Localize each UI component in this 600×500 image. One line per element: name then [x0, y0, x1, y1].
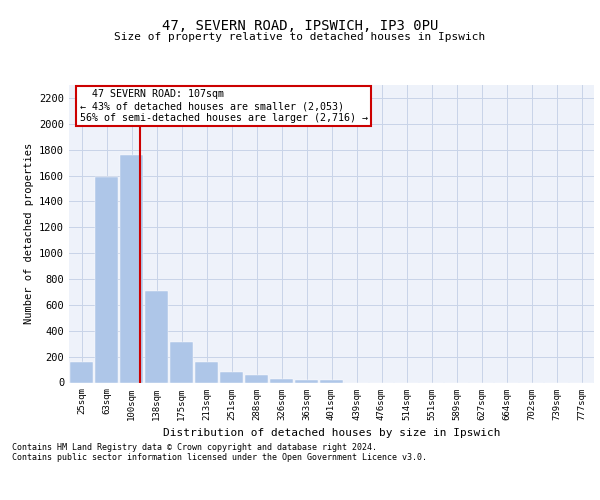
Text: 47 SEVERN ROAD: 107sqm
← 43% of detached houses are smaller (2,053)
56% of semi-: 47 SEVERN ROAD: 107sqm ← 43% of detached… — [79, 90, 367, 122]
Text: Size of property relative to detached houses in Ipswich: Size of property relative to detached ho… — [115, 32, 485, 42]
Text: Contains HM Land Registry data © Crown copyright and database right 2024.: Contains HM Land Registry data © Crown c… — [12, 442, 377, 452]
Y-axis label: Number of detached properties: Number of detached properties — [23, 143, 34, 324]
Bar — [270, 378, 293, 382]
Text: Contains public sector information licensed under the Open Government Licence v3: Contains public sector information licen… — [12, 452, 427, 462]
Bar — [70, 362, 93, 382]
Bar — [295, 380, 318, 382]
Bar — [95, 177, 118, 382]
Bar — [220, 372, 243, 382]
Bar — [245, 376, 268, 382]
Bar — [120, 155, 143, 382]
Bar — [320, 380, 343, 382]
Bar — [145, 290, 168, 382]
Bar — [195, 362, 218, 382]
X-axis label: Distribution of detached houses by size in Ipswich: Distribution of detached houses by size … — [163, 428, 500, 438]
Text: 47, SEVERN ROAD, IPSWICH, IP3 0PU: 47, SEVERN ROAD, IPSWICH, IP3 0PU — [162, 19, 438, 33]
Bar — [170, 342, 193, 382]
